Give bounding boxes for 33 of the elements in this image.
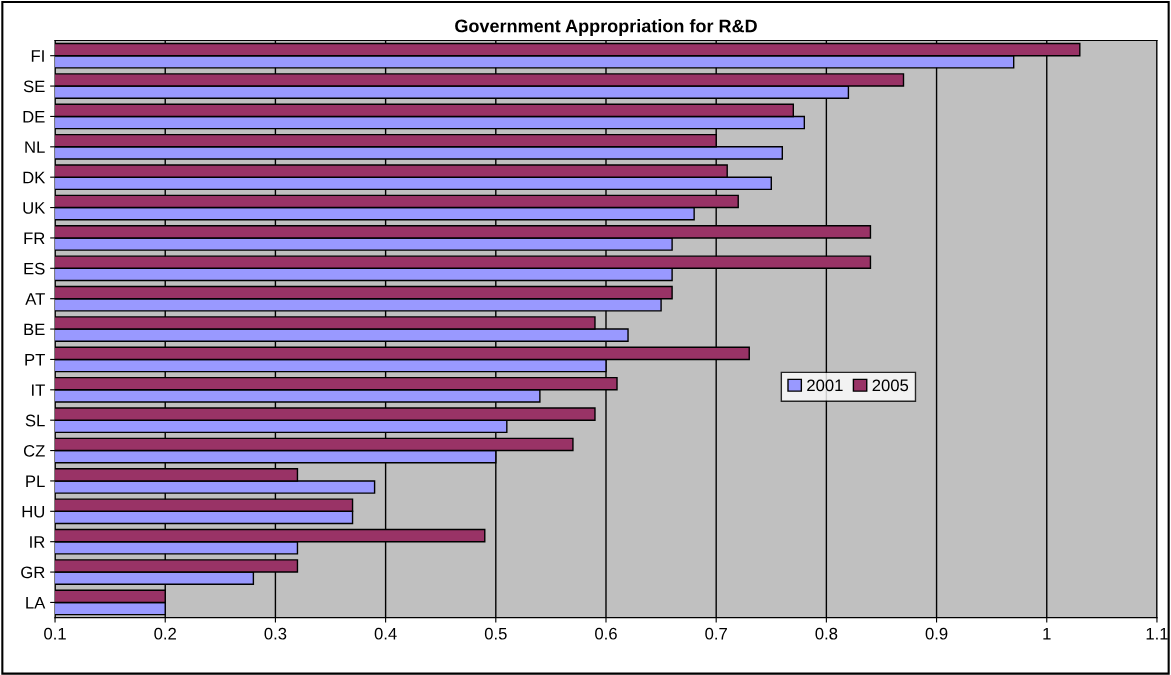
x-tick-label: 0.7 bbox=[705, 627, 727, 640]
y-tick-label: SE bbox=[23, 80, 45, 93]
y-tick-label: ES bbox=[24, 262, 45, 275]
x-tick-label: 0.5 bbox=[484, 627, 507, 640]
y-tick-label: IT bbox=[32, 384, 45, 396]
chart-title: Government Appropriation for R&D bbox=[455, 19, 757, 36]
y-tick-label: IR bbox=[30, 536, 45, 548]
x-tick-label: 1 bbox=[1043, 627, 1051, 640]
y-tick-label: DK bbox=[23, 171, 46, 184]
y-tick-label: FI bbox=[31, 50, 44, 62]
y-tick-label: SL bbox=[25, 414, 45, 427]
y-tick-label: LA bbox=[26, 597, 46, 609]
x-tick-label: 0.2 bbox=[154, 627, 176, 640]
x-tick-label: 0.6 bbox=[595, 627, 617, 640]
y-tick-label: HU bbox=[22, 505, 45, 518]
y-tick-label: PL bbox=[26, 475, 45, 487]
y-tick-label: DE bbox=[23, 111, 45, 123]
y-tick-label: FR bbox=[24, 232, 45, 244]
y-tick-label: BE bbox=[24, 323, 45, 336]
y-tick-label: PT bbox=[25, 354, 45, 366]
y-tick-label: GR bbox=[21, 566, 45, 579]
x-tick-label: 1.1 bbox=[1146, 627, 1168, 640]
y-tick-label: UK bbox=[23, 202, 46, 214]
x-tick-label: 0.1 bbox=[44, 627, 66, 640]
x-tick-label: 0.4 bbox=[374, 627, 397, 640]
legend-label: 2001 bbox=[807, 379, 843, 392]
y-tick-label: CZ bbox=[23, 444, 45, 457]
legend-label: 2005 bbox=[872, 379, 909, 392]
y-tick-label: NL bbox=[25, 141, 45, 153]
x-tick-label: 0.8 bbox=[815, 627, 838, 640]
x-tick-label: 0.9 bbox=[925, 627, 948, 640]
y-tick-label: AT bbox=[25, 293, 45, 305]
x-tick-label: 0.3 bbox=[264, 627, 287, 640]
